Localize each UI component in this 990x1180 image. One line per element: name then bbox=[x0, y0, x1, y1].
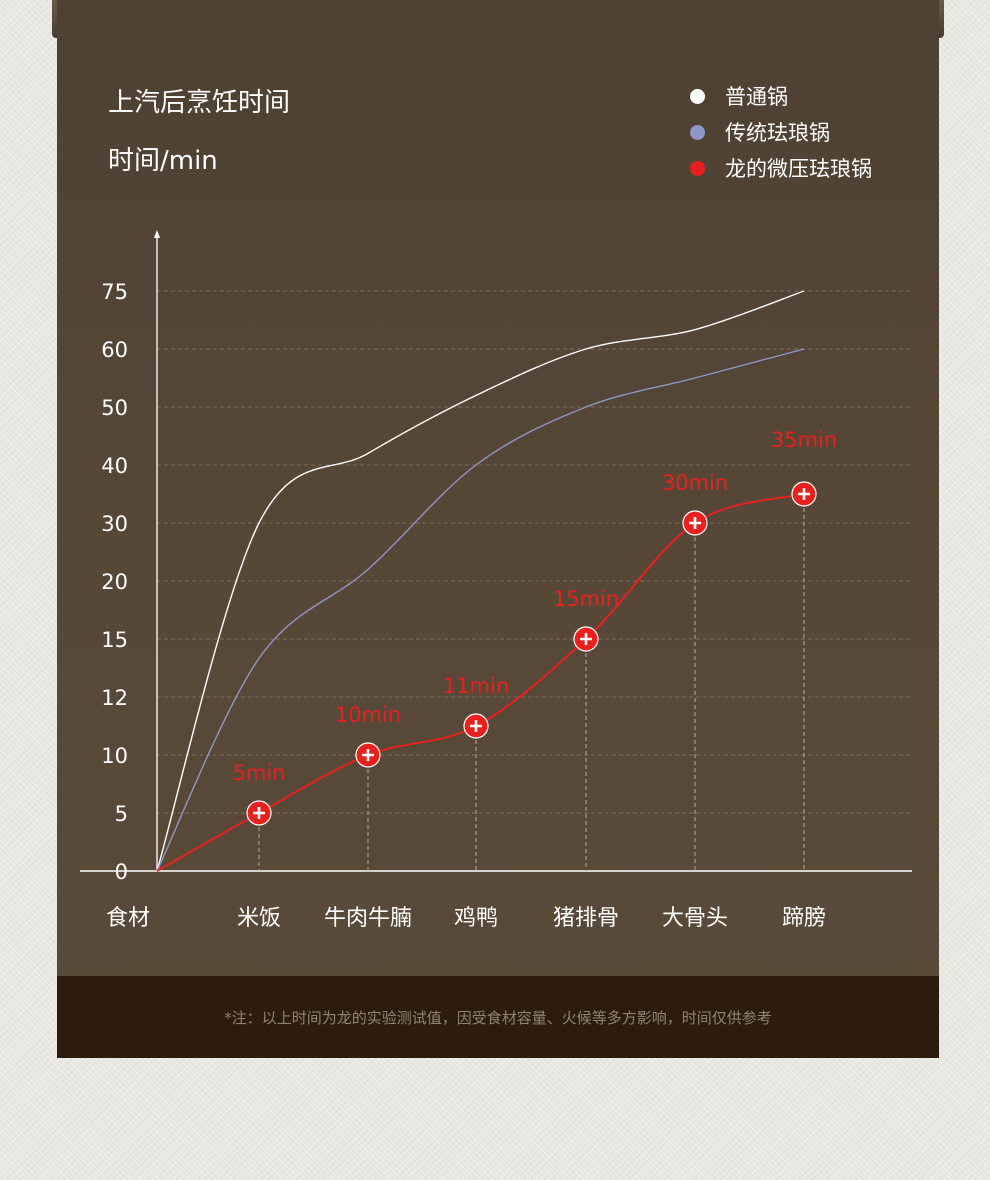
y-tick-label: 0 bbox=[115, 860, 128, 884]
y-tick-label: 30 bbox=[101, 512, 128, 536]
y-tick-label: 50 bbox=[101, 396, 128, 420]
legend-label: 龙的微压珐琅锅 bbox=[725, 157, 872, 181]
data-label: 11min bbox=[443, 674, 509, 698]
x-tick-label: 米饭 bbox=[237, 906, 281, 931]
chart-panel bbox=[57, 0, 939, 1058]
y-tick-label: 60 bbox=[101, 338, 128, 362]
legend: 普通锅 传统珐琅锅 龙的微压珐琅锅 bbox=[690, 78, 872, 186]
y-tick-label: 15 bbox=[101, 628, 128, 652]
legend-dot-red bbox=[690, 160, 705, 176]
legend-label: 传统珐琅锅 bbox=[725, 121, 830, 145]
y-unit-label: 时间/min bbox=[108, 146, 218, 176]
x-axis-label: 食材 bbox=[106, 906, 150, 931]
x-tick-label: 大骨头 bbox=[662, 906, 728, 931]
plus-icon bbox=[689, 517, 701, 529]
series-line-regular-pot bbox=[156, 290, 805, 872]
y-tick-label: 12 bbox=[101, 686, 128, 710]
plus-icon bbox=[470, 720, 482, 732]
series-line-enamel-pot bbox=[156, 348, 805, 872]
x-tick-label: 牛肉牛腩 bbox=[324, 906, 412, 931]
plus-icon bbox=[580, 633, 592, 645]
x-tick-label: 蹄膀 bbox=[782, 906, 826, 931]
footer-bar: *注：以上时间为龙的实验测试值，因受食材容量、火候等多方影响，时间仅供参考 bbox=[57, 976, 939, 1058]
chart-title: 上汽后烹饪时间 bbox=[108, 88, 291, 118]
plus-icon bbox=[798, 488, 810, 500]
legend-item-enamel-pot: 传统珐琅锅 bbox=[690, 114, 872, 150]
data-label: 5min bbox=[233, 761, 286, 785]
y-tick-label: 75 bbox=[101, 280, 128, 304]
y-tick-label: 40 bbox=[101, 454, 128, 478]
x-tick-label: 猪排骨 bbox=[553, 906, 619, 931]
y-tick-label: 5 bbox=[115, 802, 128, 826]
plus-icon bbox=[362, 749, 374, 761]
plus-icon bbox=[253, 807, 265, 819]
legend-label: 普通锅 bbox=[725, 85, 788, 109]
y-axis-arrow bbox=[154, 230, 160, 238]
legend-dot-blue bbox=[690, 124, 705, 140]
y-tick-label: 10 bbox=[101, 744, 128, 768]
data-label: 10min bbox=[335, 703, 401, 727]
data-label: 30min bbox=[662, 471, 728, 495]
legend-dot-white bbox=[690, 88, 705, 104]
footer-note: *注：以上时间为龙的实验测试值，因受食材容量、火候等多方影响，时间仅供参考 bbox=[224, 1008, 772, 1027]
data-label: 35min bbox=[771, 428, 837, 452]
data-label: 15min bbox=[553, 587, 619, 611]
legend-item-regular-pot: 普通锅 bbox=[690, 78, 872, 114]
y-tick-label: 20 bbox=[101, 570, 128, 594]
x-tick-label: 鸡鸭 bbox=[454, 906, 498, 931]
legend-item-pressure-pot: 龙的微压珐琅锅 bbox=[690, 150, 872, 186]
